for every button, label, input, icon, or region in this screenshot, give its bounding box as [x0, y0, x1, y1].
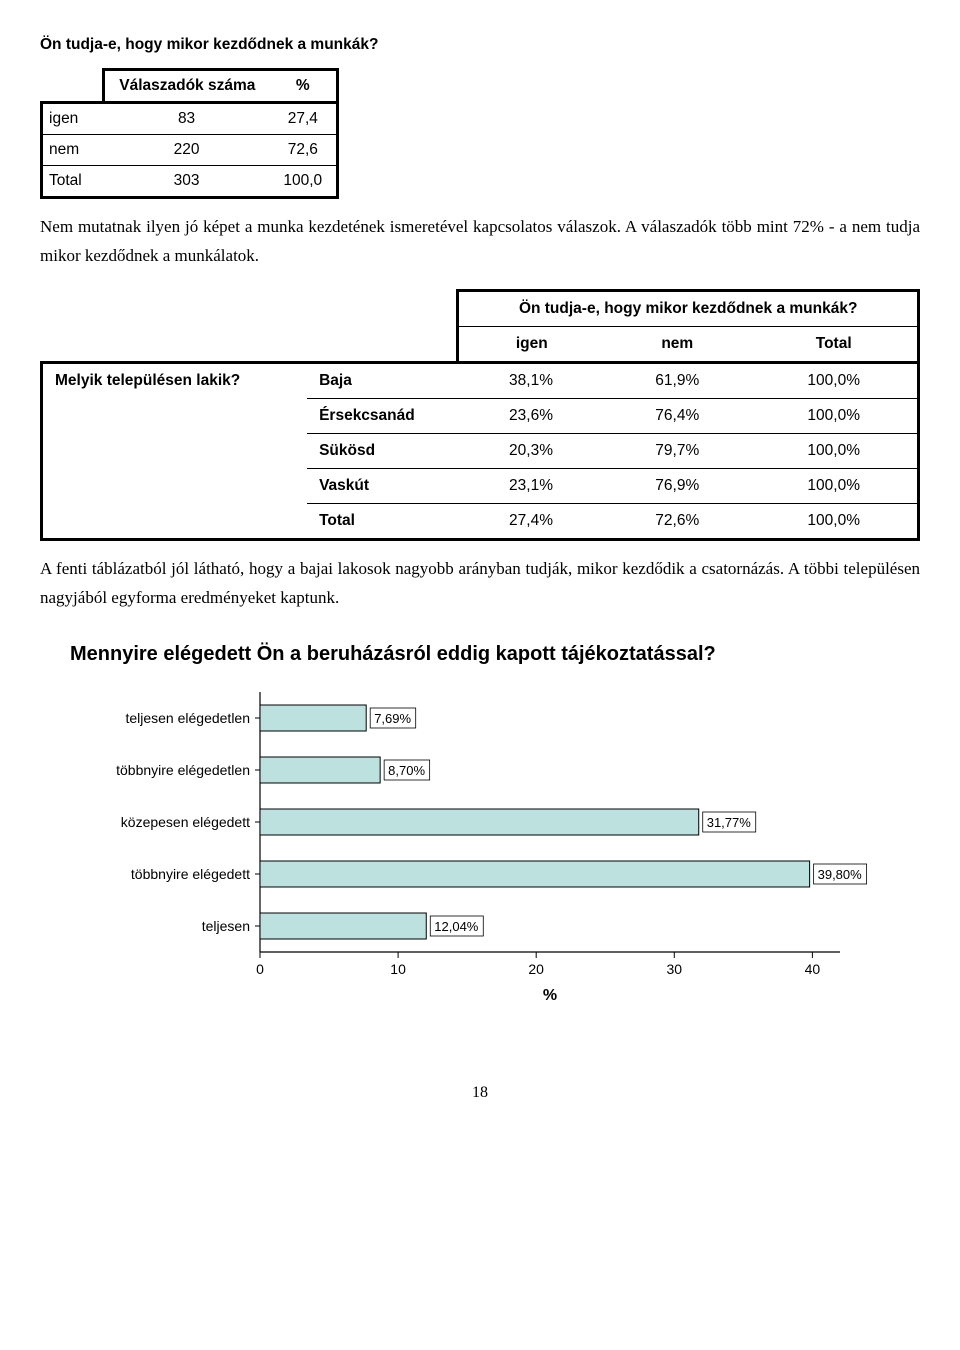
table2-cell: 61,9% [604, 362, 750, 398]
table2-cell: 100,0% [750, 468, 918, 503]
table2-cell: 79,7% [604, 433, 750, 468]
table1-row-label: nem [42, 135, 104, 166]
table1-cell: 83 [104, 103, 270, 135]
svg-text:közepesen elégedett: közepesen elégedett [121, 814, 250, 830]
table2-span-header: Ön tudja-e, hogy mikor kezdődnek a munká… [458, 290, 919, 326]
table2-cell: 20,3% [458, 433, 604, 468]
svg-text:%: % [543, 987, 557, 1004]
paragraph-1: Nem mutatnak ilyen jó képet a munka kezd… [40, 213, 920, 271]
chart-title: Mennyire elégedett Ön a beruházásról edd… [70, 643, 890, 666]
table1-cell: 220 [104, 135, 270, 166]
table2-cell: 100,0% [750, 362, 918, 398]
svg-text:teljesen elégedetlen: teljesen elégedetlen [125, 710, 250, 726]
table2-cell: 76,9% [604, 468, 750, 503]
table2-cell: 100,0% [750, 503, 918, 539]
table1-cell: 303 [104, 166, 270, 198]
table2-cell: 38,1% [458, 362, 604, 398]
table1-header-count: Válaszadók száma [104, 70, 270, 103]
table2-cell: 27,4% [458, 503, 604, 539]
table1-cell: 72,6 [269, 135, 337, 166]
table2-cell: 72,6% [604, 503, 750, 539]
svg-text:20: 20 [528, 961, 544, 977]
table2-row-label: Vaskút [307, 468, 458, 503]
svg-text:31,77%: 31,77% [707, 815, 752, 830]
svg-text:teljesen: teljesen [202, 918, 250, 934]
svg-text:10: 10 [390, 961, 406, 977]
svg-text:8,70%: 8,70% [388, 763, 425, 778]
svg-text:30: 30 [666, 961, 682, 977]
page-number: 18 [40, 1084, 920, 1102]
svg-text:0: 0 [256, 961, 264, 977]
table1-cell: 27,4 [269, 103, 337, 135]
table2-cell: 100,0% [750, 433, 918, 468]
table1-header-pct: % [269, 70, 337, 103]
table2-subheader: Total [750, 326, 918, 362]
chart-svg: 0 10 20 30 40% teljesen elégedetlen 7,69% többn… [70, 684, 890, 1014]
svg-text:7,69%: 7,69% [374, 711, 411, 726]
section-heading-1: Ön tudja-e, hogy mikor kezdődnek a munká… [40, 36, 920, 54]
table-responses-summary: Válaszadók száma % igen 83 27,4 nem 220 … [40, 68, 339, 199]
svg-text:többnyire elégedett: többnyire elégedett [131, 866, 250, 882]
svg-text:12,04%: 12,04% [434, 919, 479, 934]
table-crosstab: Ön tudja-e, hogy mikor kezdődnek a munká… [40, 289, 920, 541]
table2-cell: 23,6% [458, 398, 604, 433]
paragraph-2: A fenti táblázatból jól látható, hogy a … [40, 555, 920, 613]
table2-subheader: nem [604, 326, 750, 362]
svg-text:többnyire elégedetlen: többnyire elégedetlen [116, 762, 250, 778]
table2-row-label: Total [307, 503, 458, 539]
svg-text:39,80%: 39,80% [818, 867, 863, 882]
svg-text:40: 40 [805, 961, 821, 977]
satisfaction-chart: Mennyire elégedett Ön a beruházásról edd… [70, 643, 890, 1014]
table2-row-label: Baja [307, 362, 458, 398]
table2-stub-label: Melyik településen lakik? [42, 362, 308, 539]
table2-row-label: Sükösd [307, 433, 458, 468]
table2-cell: 100,0% [750, 398, 918, 433]
table1-row-label: igen [42, 103, 104, 135]
table1-cell: 100,0 [269, 166, 337, 198]
table2-cell: 76,4% [604, 398, 750, 433]
table1-row-label: Total [42, 166, 104, 198]
table2-row-label: Érsekcsanád [307, 398, 458, 433]
table2-cell: 23,1% [458, 468, 604, 503]
table2-subheader: igen [458, 326, 604, 362]
